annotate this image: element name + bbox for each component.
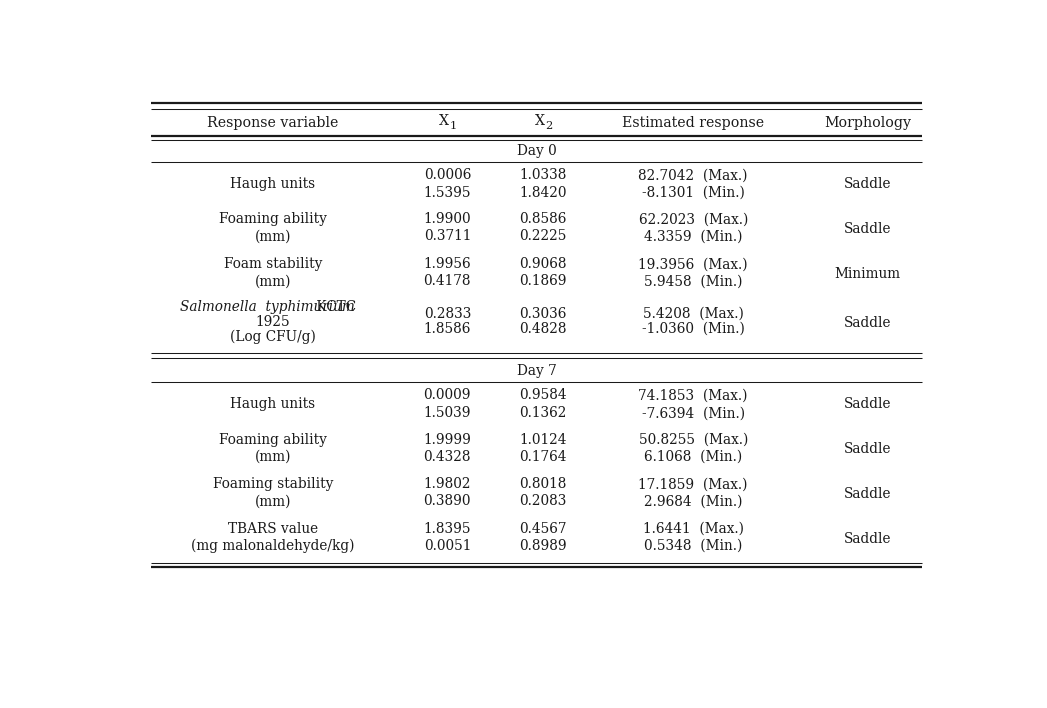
Text: Saddle: Saddle (844, 316, 891, 330)
Text: 4.3359  (Min.): 4.3359 (Min.) (644, 229, 742, 244)
Text: 0.1869: 0.1869 (519, 274, 566, 288)
Text: 1.9802: 1.9802 (424, 477, 471, 491)
Text: 74.1853  (Max.): 74.1853 (Max.) (639, 389, 748, 402)
Text: (mm): (mm) (254, 274, 291, 288)
Text: 0.3711: 0.3711 (424, 229, 471, 244)
Text: 82.7042  (Max.): 82.7042 (Max.) (639, 169, 748, 182)
Text: Haugh units: Haugh units (230, 177, 315, 191)
Text: 0.8018: 0.8018 (519, 477, 566, 491)
Text: Saddle: Saddle (844, 222, 891, 236)
Text: Saddle: Saddle (844, 397, 891, 411)
Text: 0.3036: 0.3036 (519, 307, 566, 321)
Text: 0.2083: 0.2083 (519, 494, 566, 508)
Text: 6.1068  (Min.): 6.1068 (Min.) (644, 450, 742, 464)
Text: 0.1362: 0.1362 (519, 406, 566, 421)
Text: 1.0124: 1.0124 (519, 433, 566, 447)
Text: 1.5395: 1.5395 (424, 186, 471, 200)
Text: 0.0051: 0.0051 (424, 539, 471, 553)
Text: -1.0360  (Min.): -1.0360 (Min.) (642, 321, 744, 336)
Text: 1.9956: 1.9956 (424, 257, 471, 271)
Text: 1.9999: 1.9999 (423, 433, 471, 447)
Text: 0.4178: 0.4178 (424, 274, 471, 288)
Text: 5.4208  (Max.): 5.4208 (Max.) (643, 307, 743, 321)
Text: KCTC: KCTC (312, 300, 356, 314)
Text: 0.4328: 0.4328 (424, 450, 471, 464)
Text: Day 0: Day 0 (517, 144, 556, 158)
Text: 1.5039: 1.5039 (424, 406, 471, 421)
Text: Response variable: Response variable (207, 115, 338, 130)
Text: Morphology: Morphology (824, 115, 911, 130)
Text: 0.2833: 0.2833 (424, 307, 471, 321)
Text: TBARS value: TBARS value (228, 522, 318, 536)
Text: Salmonella  typhimurium: Salmonella typhimurium (180, 300, 354, 314)
Text: 1.0338: 1.0338 (519, 169, 566, 182)
Text: Foaming ability: Foaming ability (219, 212, 327, 227)
Text: Saddle: Saddle (844, 177, 891, 191)
Text: 1.8420: 1.8420 (519, 186, 566, 200)
Text: X: X (440, 115, 449, 128)
Text: 0.9068: 0.9068 (519, 257, 566, 271)
Text: 1925: 1925 (255, 315, 290, 329)
Text: 0.0009: 0.0009 (424, 389, 471, 402)
Text: Estimated response: Estimated response (622, 115, 764, 130)
Text: 0.4567: 0.4567 (519, 522, 566, 536)
Text: 2.9684  (Min.): 2.9684 (Min.) (644, 494, 742, 508)
Text: Minimum: Minimum (834, 267, 900, 280)
Text: Day 7: Day 7 (517, 364, 556, 378)
Text: 17.1859  (Max.): 17.1859 (Max.) (639, 477, 748, 491)
Text: Foaming stability: Foaming stability (213, 477, 333, 491)
Text: 2: 2 (545, 121, 553, 132)
Text: 1.8586: 1.8586 (424, 321, 471, 336)
Text: 0.4828: 0.4828 (519, 321, 566, 336)
Text: X: X (535, 115, 545, 128)
Text: (mg malonaldehyde/kg): (mg malonaldehyde/kg) (192, 539, 355, 554)
Text: 0.9584: 0.9584 (519, 389, 566, 402)
Text: 0.8586: 0.8586 (519, 212, 566, 227)
Text: Saddle: Saddle (844, 532, 891, 546)
Text: Foam stability: Foam stability (224, 257, 322, 271)
Text: 0.3890: 0.3890 (424, 494, 471, 508)
Text: (mm): (mm) (254, 494, 291, 508)
Text: 1: 1 (450, 121, 456, 132)
Text: 1.6441  (Max.): 1.6441 (Max.) (643, 522, 743, 536)
Text: 0.2225: 0.2225 (519, 229, 566, 244)
Text: Saddle: Saddle (844, 442, 891, 456)
Text: 1.9900: 1.9900 (424, 212, 471, 227)
Text: 0.5348  (Min.): 0.5348 (Min.) (644, 539, 742, 553)
Text: (mm): (mm) (254, 450, 291, 464)
Text: Haugh units: Haugh units (230, 397, 315, 411)
Text: 19.3956  (Max.): 19.3956 (Max.) (639, 257, 748, 271)
Text: -7.6394  (Min.): -7.6394 (Min.) (642, 406, 744, 421)
Text: 1.8395: 1.8395 (424, 522, 471, 536)
Text: 0.8989: 0.8989 (519, 539, 566, 553)
Text: Foaming ability: Foaming ability (219, 433, 327, 447)
Text: 50.8255  (Max.): 50.8255 (Max.) (639, 433, 748, 447)
Text: (Log CFU/g): (Log CFU/g) (230, 330, 316, 344)
Text: -8.1301  (Min.): -8.1301 (Min.) (642, 186, 744, 200)
Text: (mm): (mm) (254, 229, 291, 244)
Text: 0.0006: 0.0006 (424, 169, 471, 182)
Text: Saddle: Saddle (844, 487, 891, 501)
Text: 62.2023  (Max.): 62.2023 (Max.) (639, 212, 748, 227)
Text: 5.9458  (Min.): 5.9458 (Min.) (644, 274, 742, 288)
Text: 0.1764: 0.1764 (519, 450, 566, 464)
